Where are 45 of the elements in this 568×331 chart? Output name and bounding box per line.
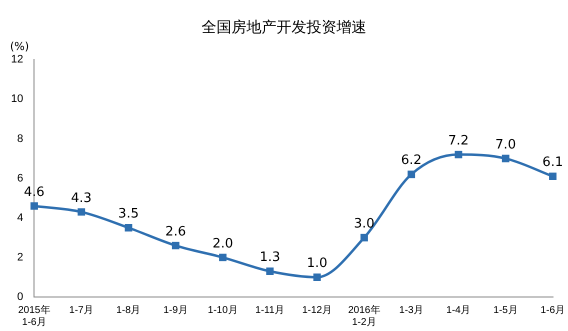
point bbox=[313, 273, 321, 281]
x-tick-label: 1-12月 bbox=[302, 304, 332, 316]
point bbox=[360, 234, 368, 242]
y-tick-label: 4 bbox=[17, 212, 24, 224]
data-label: 1.0 bbox=[306, 256, 328, 272]
y-axis-title: (%) bbox=[10, 40, 30, 53]
point bbox=[266, 268, 274, 276]
data-label: 1.3 bbox=[260, 250, 280, 266]
y-tick-label: 6 bbox=[17, 172, 24, 184]
data-label: 7.0 bbox=[495, 137, 516, 152]
data-label: 4.6 bbox=[24, 184, 45, 200]
point bbox=[408, 170, 416, 178]
x-tick-label: 1-9月 bbox=[163, 304, 188, 316]
x-tick-label: 1-3月 bbox=[399, 304, 424, 316]
x-tick-label: 2015年 1-6月 bbox=[18, 304, 50, 328]
data-label: 7.2 bbox=[448, 133, 469, 148]
data-label: 2.0 bbox=[212, 236, 234, 252]
point bbox=[124, 224, 132, 232]
data-label: 3.5 bbox=[118, 206, 139, 222]
y-tick-label: 8 bbox=[17, 132, 24, 145]
x-tick-label: 1-7月 bbox=[69, 304, 94, 316]
data-label: 2.6 bbox=[165, 224, 186, 240]
x-tick-label: 1-11月 bbox=[255, 304, 285, 316]
x-tick-label: 1-8月 bbox=[116, 304, 141, 316]
point bbox=[549, 172, 556, 180]
point bbox=[30, 202, 38, 210]
x-tick-label: 1-4月 bbox=[446, 304, 471, 316]
data-label: 4.3 bbox=[71, 190, 92, 206]
point bbox=[78, 208, 86, 216]
x-tick-label: 2016年 1-2月 bbox=[348, 304, 380, 328]
chart-title: 全国房地产开发投资增速 bbox=[200, 18, 368, 37]
point bbox=[454, 150, 462, 158]
y-tick-label: 10 bbox=[10, 93, 24, 106]
y-tick-label: 0 bbox=[17, 291, 24, 304]
point bbox=[502, 154, 510, 162]
x-tick-label: 1-10月 bbox=[208, 304, 238, 316]
y-tick-label: 2 bbox=[17, 251, 24, 264]
x-tick-label: 1-6月 bbox=[540, 304, 565, 316]
point bbox=[219, 254, 227, 262]
y-tick-label: 12 bbox=[10, 54, 24, 66]
data-label: 3.0 bbox=[354, 216, 375, 232]
x-tick-label: 1-5月 bbox=[493, 304, 518, 316]
point bbox=[172, 242, 180, 250]
data-label: 6.2 bbox=[401, 153, 422, 168]
data-label: 6.1 bbox=[542, 155, 564, 170]
